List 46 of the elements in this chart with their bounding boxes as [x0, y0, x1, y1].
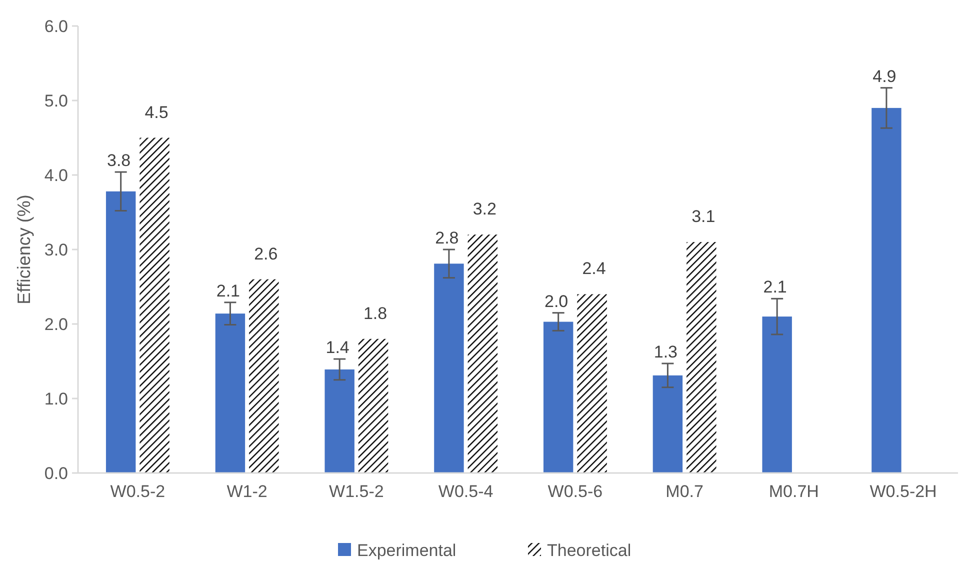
bar	[872, 108, 902, 473]
data-label: 2.8	[435, 228, 459, 248]
y-tick-label: 4.0	[44, 166, 68, 185]
data-label: 1.8	[363, 304, 388, 323]
x-tick-label: M0.7	[666, 482, 704, 501]
data-label: 2.1	[763, 278, 787, 297]
data-label: 2.6	[254, 244, 278, 264]
x-tick-label: W1-2	[226, 482, 268, 501]
y-tick-label: 3.0	[44, 240, 68, 260]
data-label: 4.9	[872, 66, 896, 86]
x-tick-label: W0.5-4	[438, 482, 494, 501]
y-tick-label: 2.0	[44, 314, 68, 334]
x-tick-label: W0.5-6	[548, 482, 603, 501]
data-label: 3.1	[692, 207, 716, 226]
data-label: 2.4	[582, 259, 606, 278]
legend-label: Experimental	[357, 540, 456, 560]
legend-label: Theoretical	[547, 540, 632, 560]
y-tick-label: 6.0	[44, 16, 68, 36]
bar	[140, 138, 170, 473]
data-label: 1.4	[326, 338, 350, 358]
data-label: 1.3	[654, 342, 678, 362]
bar	[249, 279, 279, 473]
y-axis-title: Efficiency (%)	[14, 194, 34, 304]
x-tick-label: W1.5-2	[329, 482, 384, 501]
x-tick-label: M0.7H	[768, 482, 819, 501]
data-label: 2.0	[544, 292, 568, 311]
bar	[434, 264, 464, 473]
data-label: 4.5	[144, 102, 168, 122]
data-label: 3.8	[107, 151, 131, 170]
y-tick-label: 0.0	[44, 464, 68, 483]
x-tick-label: W0.5-2	[110, 482, 166, 501]
bar	[106, 191, 136, 473]
y-tick-label: 5.0	[44, 91, 68, 110]
bar	[324, 369, 354, 473]
y-tick-label: 1.0	[44, 389, 68, 408]
bar	[543, 322, 574, 473]
data-label: 2.1	[216, 281, 240, 300]
bar	[358, 338, 388, 473]
x-tick-label: W0.5-2H	[870, 482, 937, 501]
bar	[686, 242, 716, 473]
bar	[762, 316, 792, 473]
bar	[652, 375, 683, 473]
bar	[577, 294, 607, 473]
data-label: 3.2	[472, 200, 496, 219]
bar	[215, 314, 246, 473]
bar	[468, 234, 498, 473]
